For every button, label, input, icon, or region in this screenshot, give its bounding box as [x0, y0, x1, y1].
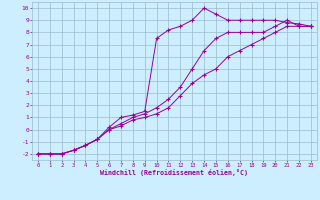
X-axis label: Windchill (Refroidissement éolien,°C): Windchill (Refroidissement éolien,°C)	[100, 169, 248, 176]
